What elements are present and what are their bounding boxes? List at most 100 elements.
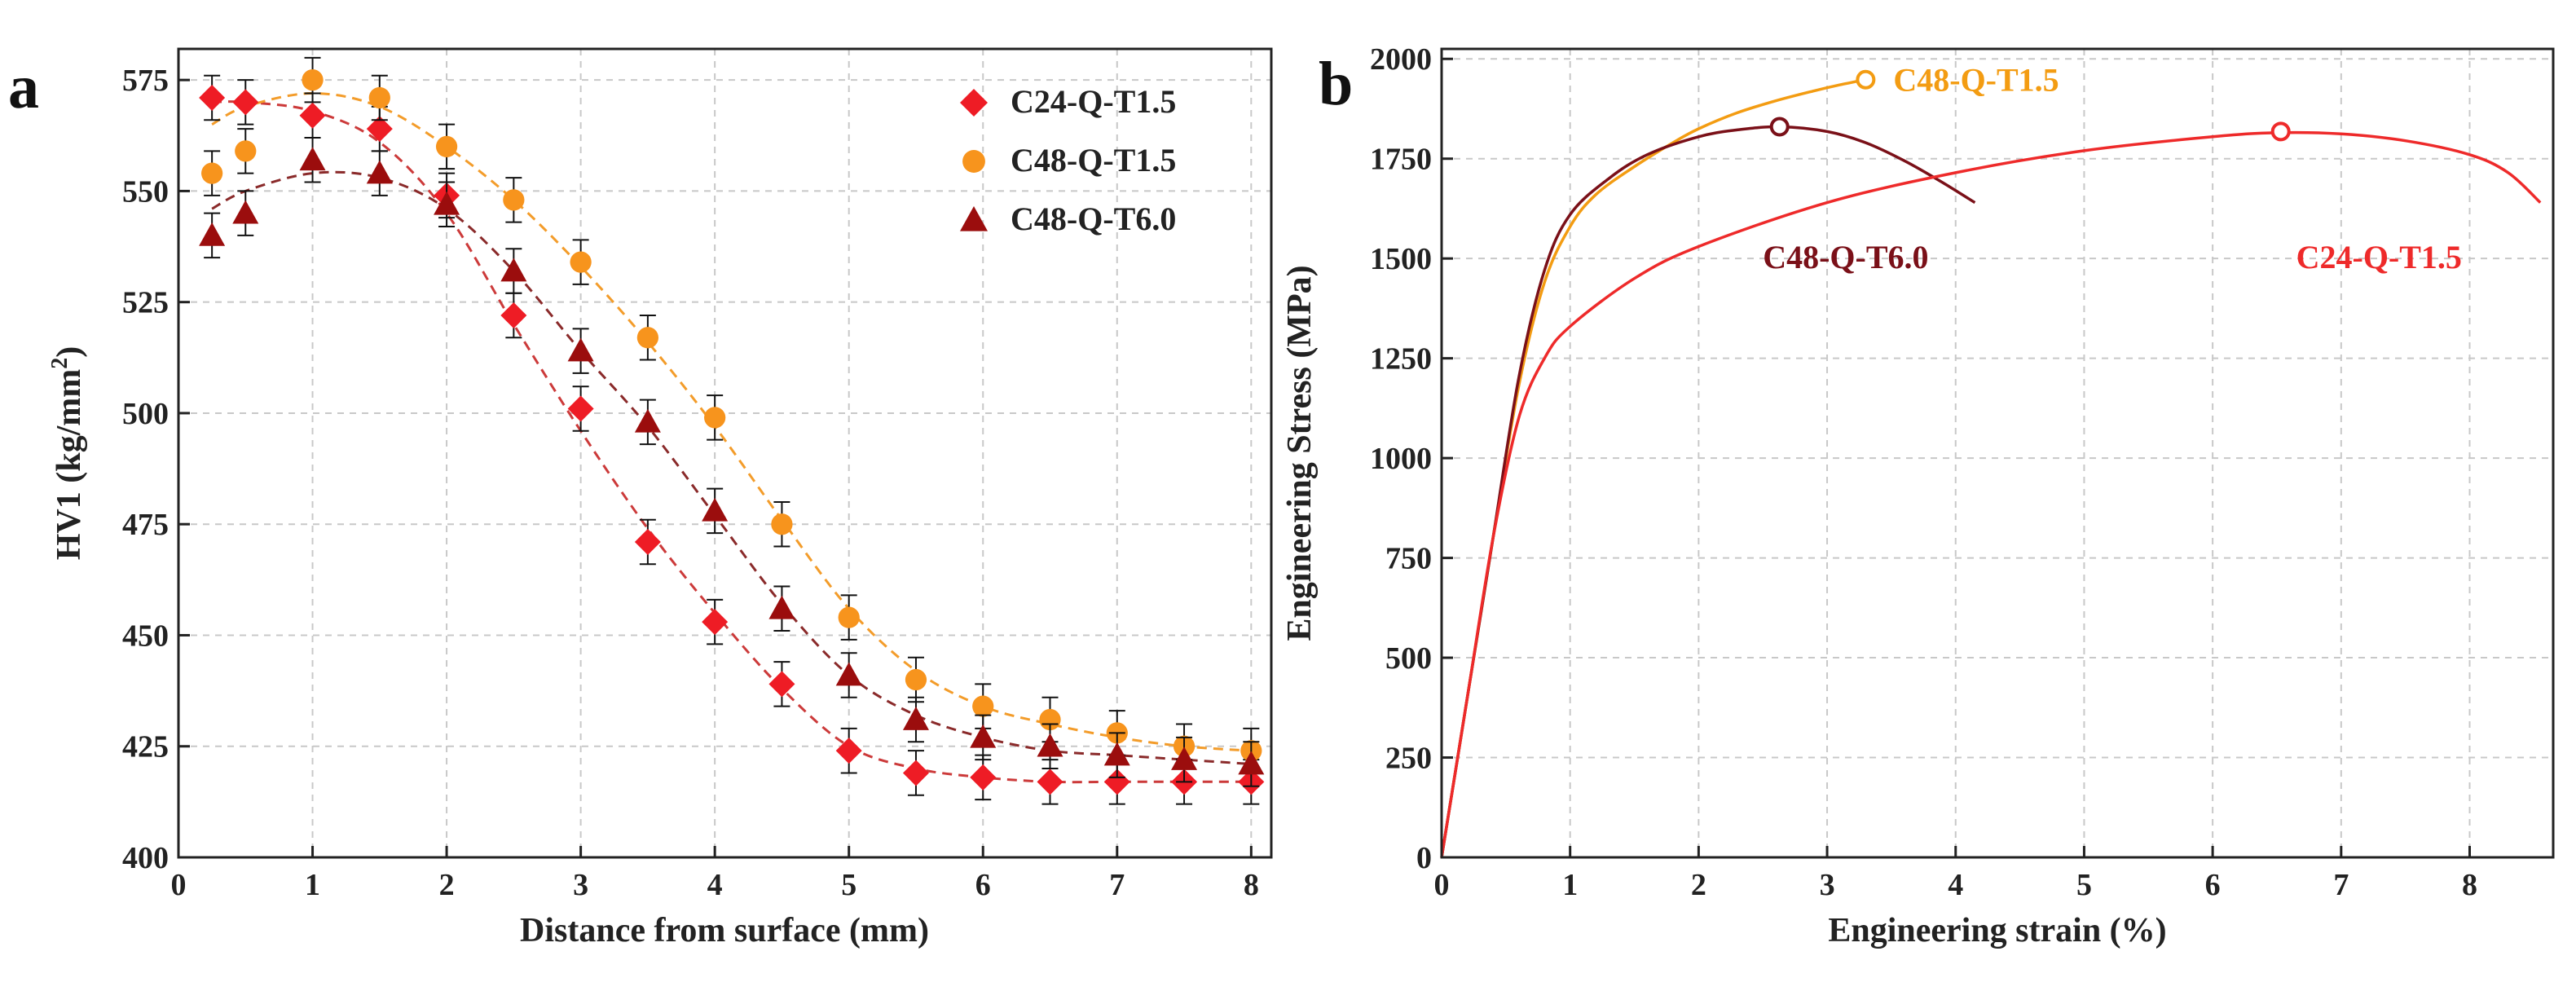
panel-a-x-tick-label: 7: [1109, 868, 1125, 902]
legend-label-c24-q-t1.5: C24-Q-T1.5: [1011, 83, 1176, 120]
fit-curve-c48-q-t6.0: [211, 170, 1252, 765]
data-point-c48-q-t1.5: [368, 86, 390, 109]
legend-marker-c48-q-t1.5: [962, 150, 985, 173]
legend-marker-c48-q-t6.0: [960, 206, 988, 231]
data-point-c24-q-t1.5: [902, 760, 929, 786]
panel-a-y-tick-label: 525: [122, 286, 169, 320]
panel-b-plot-frame: [1440, 47, 2555, 859]
panel-b-x-tick-label: 4: [1948, 868, 1963, 902]
panel-b-x-tick-label: 7: [2333, 868, 2349, 902]
panel-b-x-tick-label: 2: [1691, 868, 1706, 902]
legend-label-c48-q-t1.5: C48-Q-T1.5: [1011, 142, 1176, 178]
data-point-c48-q-t1.5: [235, 140, 257, 162]
curve-c24-q-t1.5: [1440, 130, 2542, 858]
data-point-c48-q-t6.0: [366, 160, 393, 184]
data-point-c48-q-t1.5: [302, 69, 324, 91]
data-point-c48-q-t1.5: [636, 327, 659, 349]
data-point-c48-q-t6.0: [634, 408, 661, 433]
data-point-c24-q-t1.5: [500, 302, 527, 329]
panel-a-fit-curves: [211, 91, 1252, 784]
panel-b-x-tick-label: 8: [2462, 868, 2477, 902]
panel-a-y-axis-label-suffix: ): [51, 346, 88, 358]
data-point-c24-q-t1.5: [702, 609, 729, 636]
data-point-c48-q-t1.5: [503, 189, 525, 211]
data-point-c48-q-t6.0: [768, 595, 795, 619]
panel-b-y-tick-label: 250: [1385, 742, 1432, 776]
data-point-c48-q-t1.5: [771, 513, 793, 535]
data-point-c48-q-t6.0: [902, 707, 929, 730]
curve-label-c48-q-t6.0: C48-Q-T6.0: [1763, 239, 1928, 275]
panel-a-plot-frame: [177, 47, 1273, 859]
curve-label-c24-q-t1.5: C24-Q-T1.5: [2296, 239, 2462, 275]
panel-b-label: b: [1319, 50, 1353, 118]
curve-label-c48-q-t1.5: C48-Q-T1.5: [1893, 62, 2059, 99]
fit-curve-c48-q-t1.5: [211, 91, 1252, 752]
legend-label-c48-q-t6.0: C48-Q-T6.0: [1011, 200, 1176, 237]
data-point-c24-q-t1.5: [835, 738, 862, 764]
panel-a-ticks: 0 1 2 3 4 5 6 7 8 400 425 450 475 500 525 550 575: [122, 64, 1259, 902]
panel-a-y-tick-label: 475: [122, 508, 169, 542]
panel-b-x-tick-label: 3: [1820, 868, 1835, 902]
data-point-c24-q-t1.5: [768, 671, 795, 698]
data-point-c24-q-t1.5: [1037, 769, 1063, 795]
data-point-c48-q-t1.5: [201, 162, 223, 184]
data-point-c48-q-t1.5: [570, 251, 592, 273]
fit-curve-c24-q-t1.5: [212, 100, 1252, 784]
panel-a-y-tick-label: 400: [122, 841, 169, 875]
panel-a-y-tick-label: 425: [122, 730, 169, 764]
data-point-c24-q-t1.5: [199, 84, 226, 111]
panel-a-y-tick-label: 500: [122, 397, 169, 431]
panel-b-grid: [1442, 49, 2553, 857]
panel-a-label: a: [8, 53, 39, 121]
panel-b-x-axis-label: Engineering strain (%): [1828, 912, 2166, 949]
panel-a-y-axis-label-main: HV1 (kg/mm: [51, 369, 88, 561]
data-point-c48-q-t6.0: [567, 337, 594, 362]
data-point-c48-q-t1.5: [704, 407, 726, 429]
panel-b-y-axis-label: Engineering Stress (MPa): [1281, 265, 1319, 641]
panel-a-x-tick-label: 8: [1244, 868, 1259, 902]
data-point-c48-q-t1.5: [905, 668, 927, 691]
data-point-c48-q-t6.0: [835, 662, 862, 686]
curve-max-marker-c24-q-t1.5: [2270, 121, 2291, 142]
data-point-c24-q-t1.5: [1103, 769, 1130, 795]
panel-b-y-tick-label: 500: [1385, 641, 1432, 676]
data-point-c48-q-t6.0: [232, 200, 259, 224]
panel-b-x-tick-label: 5: [2076, 868, 2092, 902]
data-point-c48-q-t1.5: [1039, 708, 1061, 731]
panel-a-x-tick-label: 4: [707, 868, 723, 902]
curve-max-marker-c48-q-t6.0: [1769, 117, 1790, 137]
data-point-c48-q-t1.5: [972, 695, 994, 717]
data-point-c24-q-t1.5: [970, 764, 997, 791]
data-point-c48-q-t6.0: [1238, 751, 1265, 775]
panel-a-data-points: [199, 56, 1265, 805]
data-point-c48-q-t6.0: [970, 724, 997, 748]
data-point-c24-q-t1.5: [366, 116, 393, 143]
panel-b-y-tick-label: 0: [1416, 841, 1432, 875]
panel-b-y-tick-label: 1250: [1370, 342, 1432, 377]
panel-a-legend: C24-Q-T1.5 C48-Q-T1.5 C48-Q-T6.0: [960, 83, 1176, 237]
panel-b-ticks: 0 1 2 3 4 5 6 7 8 0 250 500 750 1000 1250 1500 1750 2000: [1370, 42, 2477, 902]
panel-a-y-tick-label: 450: [122, 619, 169, 653]
data-point-c24-q-t1.5: [299, 102, 326, 129]
curve-c48-q-t6.0: [1440, 125, 1976, 858]
panel-b-curves: [1440, 69, 2542, 858]
data-point-c48-q-t6.0: [299, 147, 326, 171]
data-point-c24-q-t1.5: [232, 89, 259, 116]
data-point-c24-q-t1.5: [567, 395, 594, 422]
data-point-c48-q-t6.0: [1103, 742, 1130, 766]
panel-a-x-axis-label: Distance from surface (mm): [520, 912, 929, 949]
panel-a-y-tick-label: 575: [122, 64, 169, 98]
panel-b-x-tick-label: 0: [1434, 868, 1450, 902]
panel-b-y-tick-label: 750: [1385, 542, 1432, 576]
data-point-c48-q-t6.0: [1171, 747, 1198, 770]
data-point-c48-q-t6.0: [434, 191, 460, 215]
panel-b-curve-labels: C48-Q-T1.5 C48-Q-T6.0 C24-Q-T1.5: [1763, 62, 2462, 275]
legend-marker-c24-q-t1.5: [960, 89, 988, 117]
panel-b-x-tick-label: 1: [1562, 868, 1578, 902]
panel-a-x-tick-label: 3: [573, 868, 588, 902]
panel-a-x-tick-label: 5: [841, 868, 856, 902]
panel-a-y-axis-label-superscript: 2: [47, 358, 73, 369]
panel-a-grid: [178, 49, 1271, 857]
panel-b-y-tick-label: 2000: [1370, 42, 1432, 77]
panel-b-x-tick-label: 6: [2205, 868, 2221, 902]
